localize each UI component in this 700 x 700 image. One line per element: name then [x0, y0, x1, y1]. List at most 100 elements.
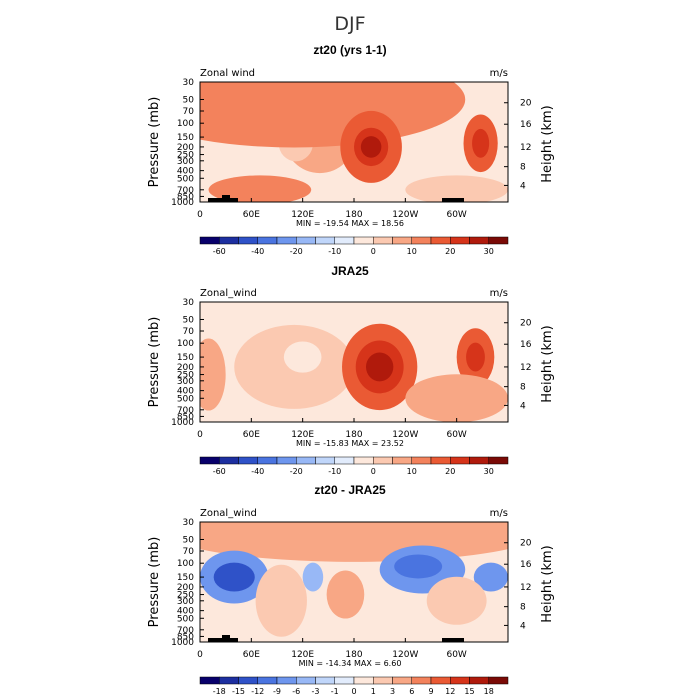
contour-region-3: [213, 562, 255, 592]
pressure-tick-label: 70: [183, 107, 195, 117]
colorbar-swatch: [238, 236, 258, 245]
pressure-tick-label: 100: [177, 119, 194, 129]
y-axis-title: Pressure (mb): [147, 97, 162, 188]
units-label: m/s: [490, 508, 508, 519]
colorbar-swatch: [315, 676, 335, 685]
height-tick-label: 16: [520, 560, 532, 570]
lon-tick-label: 120W: [392, 210, 418, 220]
colorbar-label: -60: [213, 247, 226, 256]
colorbar-label: 18: [484, 687, 494, 696]
contour-region-8: [466, 342, 485, 372]
min-max-label: MIN = -19.54 MAX = 18.56: [296, 219, 404, 228]
colorbar-swatch: [392, 456, 412, 465]
topography: [442, 198, 464, 202]
colorbar-swatch: [276, 456, 297, 465]
topography: [222, 635, 230, 638]
plot-area: [200, 82, 508, 202]
pressure-tick-label: 250: [177, 371, 194, 381]
colorbar-swatch: [219, 456, 239, 465]
panel-title: zt20 (yrs 1-1): [313, 43, 386, 57]
colorbar-label: 30: [484, 467, 494, 476]
colorbar-swatch: [334, 456, 355, 465]
colorbar-label: -6: [292, 687, 300, 696]
pressure-tick-label: 850: [177, 192, 194, 202]
colorbar-swatch: [219, 236, 239, 245]
pressure-tick-label: 1000: [171, 418, 194, 428]
height-tick-label: 12: [520, 363, 531, 373]
height-tick-label: 4: [520, 621, 526, 631]
lon-tick-label: 0: [197, 430, 203, 440]
lon-tick-label: 120E: [291, 210, 314, 220]
pressure-tick-label: 500: [177, 394, 194, 404]
lon-tick-label: 60W: [446, 650, 466, 660]
pressure-tick-label: 150: [177, 573, 194, 583]
colorbar-label: 6: [409, 687, 414, 696]
pressure-tick-label: 30: [183, 78, 195, 88]
colorbar-swatch: [373, 456, 393, 465]
colorbar-swatch: [199, 676, 220, 685]
colorbar-label: 10: [407, 247, 417, 256]
height-tick-label: 20: [520, 319, 532, 329]
pressure-tick-label: 400: [177, 607, 194, 617]
colorbar-label: 20: [445, 247, 455, 256]
lon-tick-label: 120E: [291, 430, 314, 440]
colorbar-swatch: [353, 236, 374, 245]
contour-region-9: [255, 564, 307, 637]
pressure-tick-label: 1000: [171, 198, 194, 208]
colorbar-swatch: [392, 236, 412, 245]
lon-tick-label: 60W: [446, 210, 466, 220]
colorbar-label: 10: [407, 467, 417, 476]
pressure-tick-label: 300: [177, 597, 194, 607]
colorbar-swatch: [334, 676, 355, 685]
plot-area: [200, 302, 508, 422]
colorbar-swatch: [296, 236, 316, 245]
pressure-tick-label: 500: [177, 614, 194, 624]
colorbar-swatch: [373, 676, 393, 685]
contour-region-9: [405, 374, 508, 422]
min-max-label: MIN = -15.83 MAX = 23.52: [296, 439, 404, 448]
colorbar-label: 9: [428, 687, 433, 696]
colorbar-swatch: [296, 456, 316, 465]
topography: [208, 638, 238, 642]
height-tick-label: 12: [520, 583, 531, 593]
pressure-tick-label: 100: [177, 559, 194, 569]
y-axis-title-right: Height (km): [540, 325, 555, 402]
colorbar-swatch: [257, 456, 278, 465]
colorbar-swatch: [469, 236, 489, 245]
pressure-tick-label: 1000: [171, 638, 194, 648]
colorbar-swatch: [199, 456, 220, 465]
pressure-tick-label: 50: [183, 315, 195, 325]
height-tick-label: 4: [520, 401, 526, 411]
height-tick-label: 8: [520, 163, 526, 173]
field-label: Zonal_wind: [200, 508, 257, 519]
colorbar-swatch: [276, 236, 297, 245]
colorbar-label: -18: [213, 687, 226, 696]
y-axis-title: Pressure (mb): [147, 317, 162, 408]
height-tick-label: 16: [520, 120, 532, 130]
plot-area: [200, 522, 508, 642]
pressure-tick-label: 500: [177, 174, 194, 184]
colorbar-label: -10: [328, 467, 341, 476]
colorbar-label: -40: [251, 247, 264, 256]
panel-1: zt20 (yrs 1-1)Zonal wind m/s3050701001502…: [147, 43, 555, 256]
contour-region-12: [208, 175, 312, 202]
colorbar-label: -12: [251, 687, 264, 696]
contour-region-5: [200, 82, 466, 148]
colorbar-swatch: [488, 456, 509, 465]
colorbar-swatch: [257, 676, 278, 685]
colorbar-label: -3: [312, 687, 320, 696]
pressure-tick-label: 30: [183, 298, 195, 308]
pressure-tick-label: 700: [177, 626, 194, 636]
pressure-tick-label: 70: [183, 327, 195, 337]
colorbar-label: -20: [290, 247, 303, 256]
colorbar-swatch: [488, 236, 509, 245]
colorbar-swatch: [315, 456, 335, 465]
colorbar-swatch: [450, 456, 470, 465]
min-max-label: MIN = -14.34 MAX = 6.60: [299, 659, 402, 668]
colorbar-label: -9: [273, 687, 281, 696]
lon-tick-label: 60E: [243, 650, 260, 660]
contour-region-8: [360, 136, 382, 158]
lon-tick-label: 180: [345, 650, 362, 660]
